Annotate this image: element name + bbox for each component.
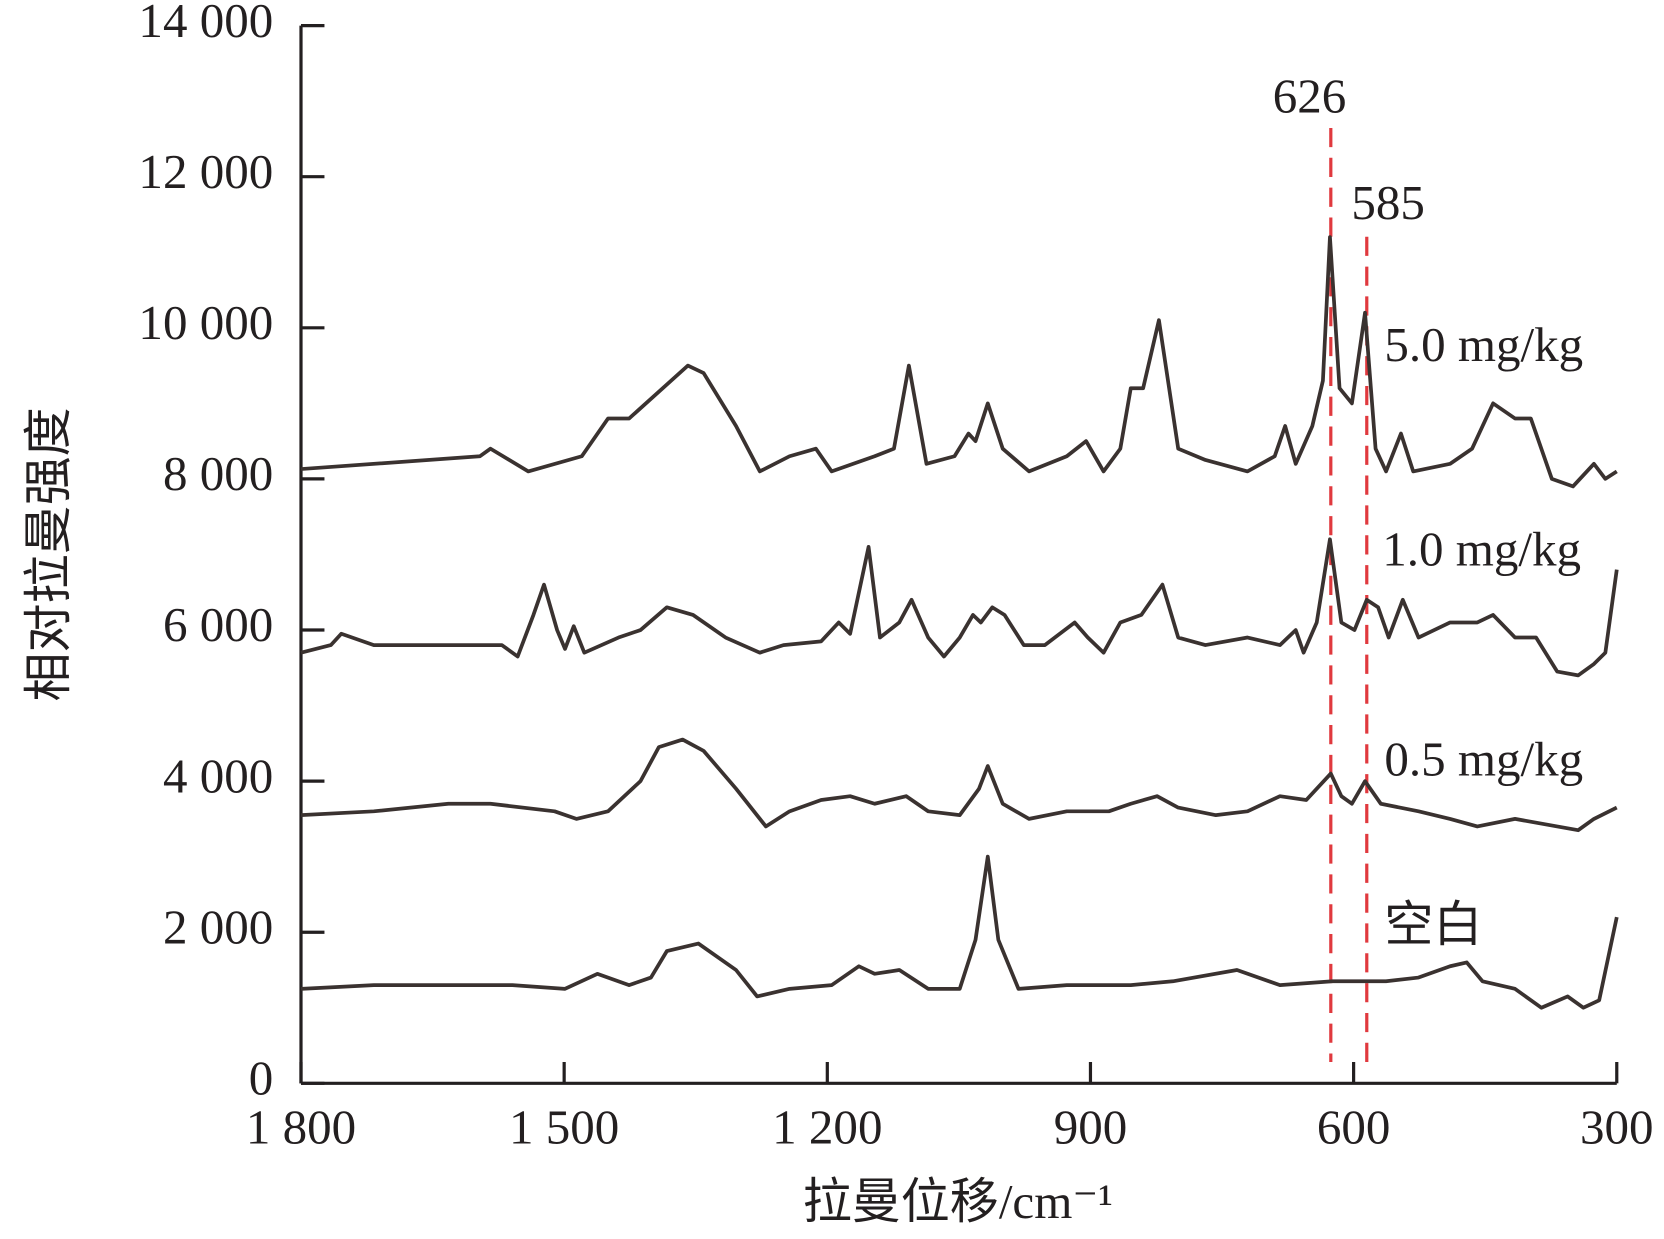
reference-label: 585 <box>1351 175 1425 230</box>
y-tick-label: 8 000 <box>163 446 273 501</box>
y-tick-label: 4 000 <box>163 748 273 803</box>
x-tick-label: 1 200 <box>772 1100 882 1155</box>
series-label: 5.0 mg/kg <box>1384 317 1583 372</box>
x-tick-label: 600 <box>1317 1100 1391 1155</box>
series-label: 1.0 mg/kg <box>1382 522 1581 577</box>
y-tick-label: 2 000 <box>163 899 273 954</box>
series-line <box>300 737 1618 833</box>
x-axis-title: 拉曼位移/cm⁻¹ <box>803 1174 1113 1229</box>
series-line <box>300 537 1619 678</box>
series-line <box>300 235 1618 489</box>
x-tick-label: 1 800 <box>246 1100 356 1155</box>
x-tick-label: 900 <box>1054 1100 1128 1155</box>
y-tick-label: 10 000 <box>138 295 273 350</box>
y-axis-title: 相对拉曼强度 <box>21 407 76 701</box>
reference-label: 626 <box>1273 69 1347 124</box>
y-tick-label: 0 <box>249 1051 274 1106</box>
x-tick-label: 1 500 <box>509 1100 619 1155</box>
series-line <box>300 854 1619 1010</box>
y-tick-label: 6 000 <box>163 597 273 652</box>
y-tick-label: 14 000 <box>138 0 273 48</box>
series-label: 空白 <box>1384 897 1482 952</box>
series-label: 0.5 mg/kg <box>1384 732 1583 787</box>
y-tick-label: 12 000 <box>138 144 273 199</box>
x-tick-label: 300 <box>1580 1100 1654 1155</box>
